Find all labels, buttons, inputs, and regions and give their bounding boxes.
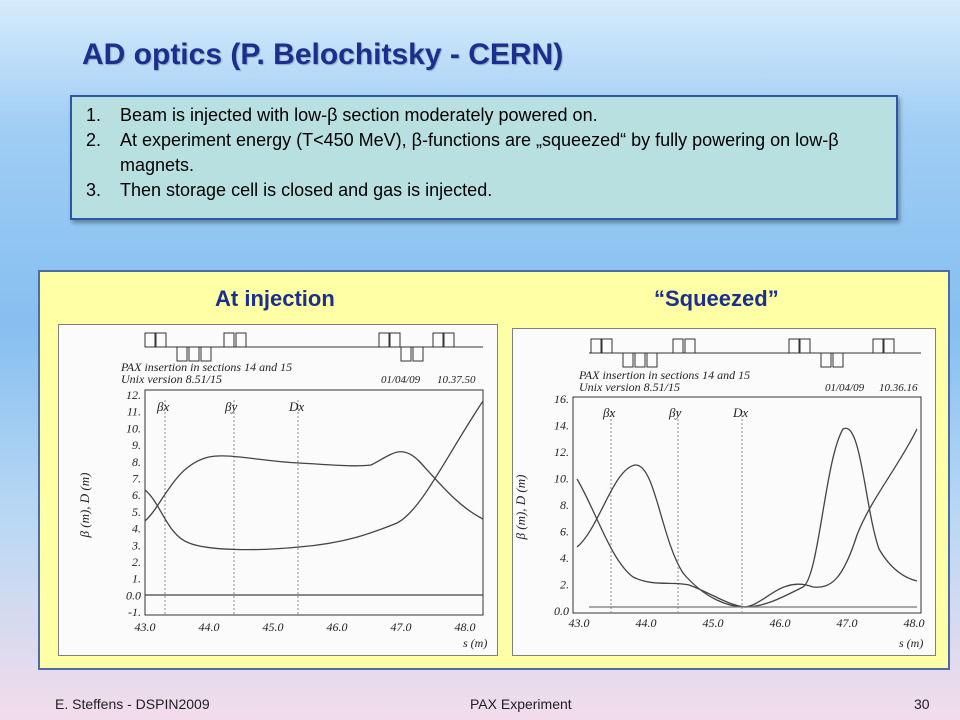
optics-curves [576,427,918,608]
y-tick-label: 6. [560,525,569,539]
x-tick-label: 48.0 [904,616,925,630]
curve-beta-y [576,428,918,608]
y-tick-label: 14. [554,419,569,433]
plot-squeezed: PAX insertion in sections 14 and 15 Unix… [512,328,936,656]
y-tick-label: 11. [127,405,141,419]
plot-caption-2: Unix version 8.51/15 [579,380,680,394]
plot-caption-2: Unix version 8.51/15 [121,372,222,386]
slide-title: AD optics (P. Belochitsky - CERN) [82,38,564,71]
info-box: 1. Beam is injected with low-β section mo… [70,95,898,220]
heading-at-injection: At injection [215,286,335,311]
lattice-diagram [589,338,921,368]
plot-date: 01/04/09 [825,382,865,394]
plot-caption-1: PAX insertion in sections 14 and 15 [578,368,750,382]
lattice-diagram [144,332,483,362]
y-tick-label: 8. [132,455,141,469]
item-text: Beam is injected with low-β section mode… [120,105,598,125]
curve-beta-x [576,427,918,608]
y-tick-label: 4. [132,522,141,536]
footer-title: PAX Experiment [470,696,572,712]
label-dispersion: Dx [732,405,748,420]
y-tick-label: -1. [128,605,141,619]
list-item: 1. Beam is injected with low-β section mo… [86,103,888,128]
y-tick-label: 5. [132,505,141,519]
label-beta-x: βx [602,405,615,420]
marker-lines [164,400,299,615]
x-tick-label: 45.0 [263,620,284,634]
item-text: Then storage cell is closed and gas is i… [120,180,493,200]
y-tick-label: 10. [554,472,569,486]
points-list: 1. Beam is injected with low-β section mo… [86,103,888,203]
y-tick-label: 2. [132,555,141,569]
list-item: 2. At experiment energy (T<450 MeV), β-fu… [86,128,888,178]
list-item: 3. Then storage cell is closed and gas is… [86,178,888,203]
y-tick-label: 3. [131,538,141,552]
y-tick-label: 2. [560,578,569,592]
footer-author: E. Steffens - DSPIN2009 [55,696,210,712]
item-text: At experiment energy (T<450 MeV), β-func… [120,130,839,175]
plot-time: 10.37.50 [437,374,476,386]
y-tick-label: 12. [126,388,141,402]
item-number: 3. [86,180,102,200]
heading-squeezed: “Squeezed” [654,286,779,311]
curve-beta-x [144,400,484,551]
item-number: 2. [86,130,102,150]
plot-frame [144,389,484,616]
x-tick-label: 45.0 [703,616,724,630]
item-number: 1. [86,105,102,125]
label-beta-x: βx [156,399,169,414]
x-tick-label: 47.0 [837,616,858,630]
y-tick-label: 7. [132,472,141,486]
x-tick-labels: 43.0 44.0 45.0 46.0 47.0 48.0 [569,616,925,630]
label-dispersion: Dx [288,399,304,414]
y-tick-label: 4. [560,551,569,565]
page-number: 30 [914,696,930,712]
x-tick-label: 46.0 [770,616,791,630]
y-tick-label: 1. [132,572,141,586]
x-tick-label: 44.0 [636,616,657,630]
plot-at-injection: PAX insertion in sections 14 and 15 Unix… [58,324,498,656]
y-tick-labels: 16. 14. 12. 10. 8. 6. 4. 2. 0.0 [554,392,569,618]
y-axis-label: β (m), D (m) [77,473,92,539]
plot-time: 10.36.16 [879,382,918,394]
x-tick-label: 44.0 [199,620,220,634]
y-tick-label: 10. [126,421,141,435]
x-tick-label: 43.0 [569,616,590,630]
plot-caption-1: PAX insertion in sections 14 and 15 [120,360,292,374]
y-tick-labels: 12. 11. 10. 9. 8. 7. 6. 5. 4. 3. 2. 1. 0.0 -1. [126,388,141,619]
y-tick-label: 0.0 [554,604,569,618]
plots-panel: At injection “Squeezed” PAX insertion in… [38,270,950,670]
optics-curves [144,400,484,596]
y-tick-label: 0.0 [126,588,141,602]
x-axis-label: s (m) [899,636,923,650]
label-beta-y: βy [224,399,237,414]
x-tick-label: 48.0 [455,620,476,634]
label-beta-y: βy [668,405,681,420]
y-tick-label: 6. [132,488,141,502]
x-tick-label: 46.0 [327,620,348,634]
y-tick-label: 8. [560,498,569,512]
x-tick-labels: 43.0 44.0 45.0 46.0 47.0 48.0 [135,620,476,634]
y-tick-label: 12. [554,445,569,459]
y-tick-label: 16. [554,392,569,406]
x-tick-label: 43.0 [135,620,156,634]
y-axis-label: β (m), D (m) [513,475,528,541]
x-axis-label: s (m) [463,636,487,650]
plot-date: 01/04/09 [381,374,421,386]
x-tick-label: 47.0 [391,620,412,634]
curve-beta-y [144,451,484,522]
marker-lines [610,411,743,613]
y-tick-label: 9. [132,438,141,452]
plot-frame [572,396,922,614]
